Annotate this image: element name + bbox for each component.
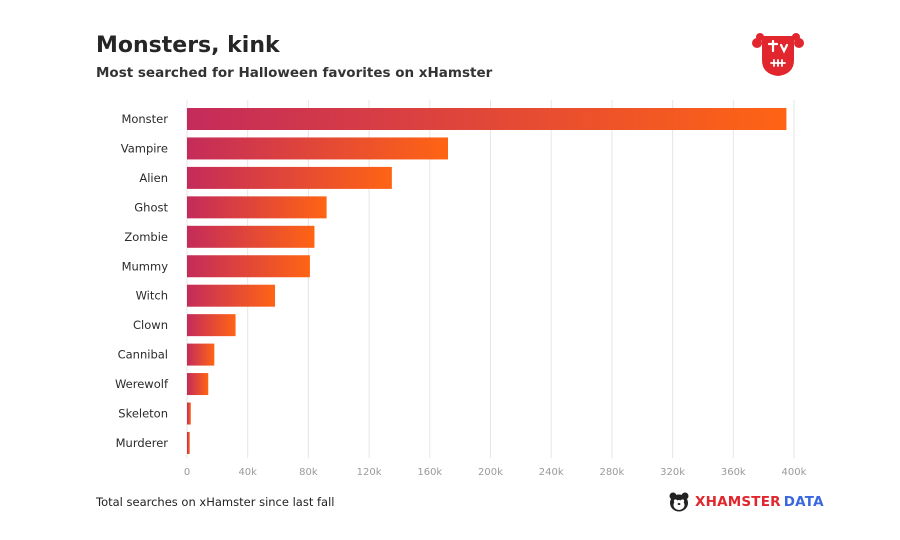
category-label: Murderer xyxy=(116,436,169,450)
category-label: Mummy xyxy=(122,259,169,273)
category-label: Ghost xyxy=(134,200,168,214)
bar xyxy=(187,314,236,337)
bar xyxy=(187,284,276,307)
x-tick-label: 120k xyxy=(357,467,382,478)
x-tick-label: 80k xyxy=(299,467,318,478)
brand-secondary: DATA xyxy=(783,494,824,510)
x-tick-label: 40k xyxy=(238,467,257,478)
x-tick-label: 320k xyxy=(660,467,685,478)
hamster-face-icon xyxy=(669,492,689,512)
category-label: Clown xyxy=(133,318,168,332)
footer-note: Total searches on xHamster since last fa… xyxy=(96,495,335,509)
x-tick-label: 160k xyxy=(417,467,442,478)
category-label: Vampire xyxy=(121,141,168,155)
bar xyxy=(187,225,315,248)
brand-logo: XHAMSTER DATA xyxy=(668,490,824,514)
bar xyxy=(187,108,787,130)
bar xyxy=(187,373,209,396)
monster-face-icon xyxy=(752,33,804,76)
x-tick-label: 0 xyxy=(184,467,190,478)
x-tick-label: 280k xyxy=(599,467,624,478)
x-tick-label: 400k xyxy=(782,467,807,478)
category-label: Werewolf xyxy=(115,377,169,391)
category-label: Witch xyxy=(136,289,168,303)
category-label: Skeleton xyxy=(118,407,168,421)
x-tick-label: 240k xyxy=(539,467,564,478)
bar xyxy=(187,166,392,189)
chart-subtitle: Most searched for Halloween favorites on… xyxy=(96,65,493,81)
category-label: Cannibal xyxy=(118,348,168,362)
brand-primary: XHAMSTER xyxy=(695,494,781,510)
category-label: Zombie xyxy=(124,230,168,244)
category-label: Monster xyxy=(121,112,168,126)
bar xyxy=(187,343,215,366)
bar xyxy=(187,137,449,160)
bar xyxy=(187,196,327,219)
category-label: Alien xyxy=(139,171,168,185)
bar xyxy=(187,255,310,278)
bar xyxy=(187,402,191,425)
bar xyxy=(187,431,190,454)
chart-title: Monsters, kink xyxy=(96,33,280,58)
x-tick-label: 200k xyxy=(478,467,503,478)
x-tick-label: 360k xyxy=(721,467,746,478)
